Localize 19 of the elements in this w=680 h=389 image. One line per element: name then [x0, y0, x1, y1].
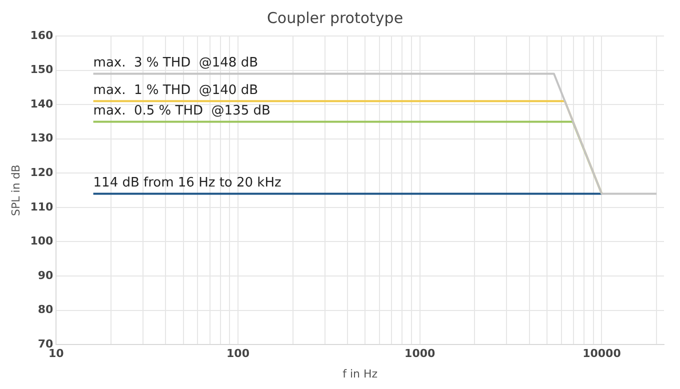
y-tick-label: 130	[30, 132, 54, 145]
y-tick-label: 120	[30, 166, 54, 180]
y-axis-title: SPL in dB	[9, 164, 22, 216]
chart-title: Coupler prototype	[266, 8, 404, 27]
y-tick-label: 80	[38, 303, 54, 316]
series-label: max. 3 % THD @148 dB	[93, 56, 258, 71]
y-tick-label: 140	[30, 97, 54, 110]
y-tick-label: 160	[30, 28, 54, 42]
y-tick-label: 110	[30, 200, 54, 214]
series-label: max. 1 % THD @140 dB	[93, 83, 258, 98]
y-tick-label: 150	[30, 63, 54, 76]
series-label: max. 0.5 % THD @135 dB	[93, 104, 270, 119]
y-tick-label: 90	[38, 268, 54, 282]
x-tick-label: 100	[226, 347, 250, 360]
y-tick-label: 100	[30, 234, 54, 248]
x-axis-title: f in Hz	[342, 367, 378, 380]
series-label: 114 dB from 16 Hz to 20 kHz	[93, 176, 282, 191]
x-tick-label: 1000	[404, 347, 436, 360]
x-tick-label: 10000	[582, 347, 622, 360]
